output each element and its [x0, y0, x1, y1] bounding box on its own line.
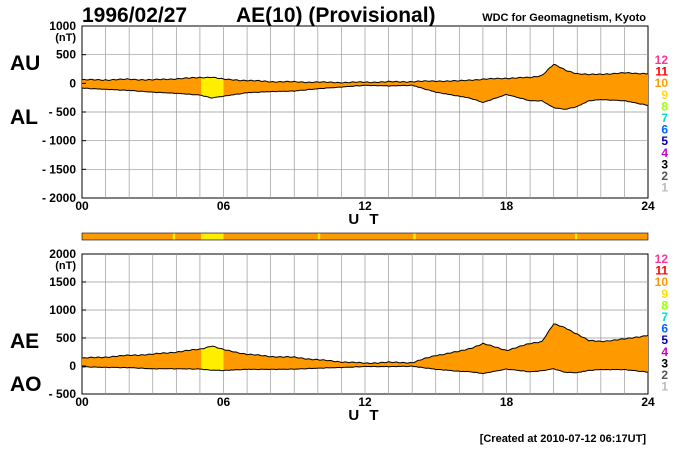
level-label-9: 9 — [661, 88, 668, 102]
ae-ao-label-ao: AO — [10, 373, 42, 396]
ae-ao-ao-line — [81, 365, 648, 375]
status-bar-highlight — [201, 233, 224, 240]
ae-ao-ytick-label: - 500 — [49, 387, 77, 401]
au-al-al-line — [81, 84, 649, 110]
level-label-11: 11 — [655, 65, 668, 79]
au-al-panel: 1000 500 0 - 500 - 1000 - 1500 - 2000 (nT) 00 06 1… — [10, 19, 655, 228]
level-label-4: 4 — [661, 146, 668, 160]
level-label-10: 10 — [655, 76, 669, 90]
level-label-10: 10 — [655, 275, 669, 289]
au-al-xtick-label: 18 — [500, 199, 514, 213]
au-al-ytick-label: - 500 — [49, 105, 77, 119]
level-label-1: 1 — [661, 380, 668, 394]
au-al-xlabel: U T — [348, 211, 381, 228]
au-al-ytick-label: 1000 — [49, 19, 76, 33]
au-al-xtick-label: 06 — [217, 199, 231, 213]
au-al-ytick-label: - 2000 — [42, 191, 76, 205]
au-al-xtick-label: 12 — [358, 199, 372, 213]
au-al-ytick-label: 0 — [69, 76, 76, 90]
au-al-area — [82, 64, 648, 110]
au-al-ytick-label: 500 — [56, 48, 76, 62]
chart-date: 1996/02/27 — [82, 4, 187, 27]
ae-ao-xlabel: U T — [348, 407, 381, 424]
data-source: WDC for Geomagnetism, Kyoto — [482, 12, 646, 24]
level-label-5: 5 — [661, 333, 668, 347]
level-label-7: 7 — [661, 111, 668, 125]
au-al-xtick-label: 00 — [75, 199, 89, 213]
station-status-bar — [81, 232, 649, 241]
status-bar-highlight — [172, 233, 176, 240]
ae-ao-ytick-label: 1500 — [49, 275, 76, 289]
au-al-label-au: AU — [10, 52, 40, 75]
ae-ao-xtick-label: 24 — [641, 395, 655, 409]
level-label-8: 8 — [661, 99, 668, 113]
level-label-5: 5 — [661, 134, 668, 148]
created-timestamp: [Created at 2010-07-12 06:17UT] — [480, 433, 647, 445]
level-label-6: 6 — [661, 322, 668, 336]
au-al-label-al: AL — [10, 106, 38, 129]
level-label-9: 9 — [661, 287, 668, 301]
ae-ao-ytick-label: 2000 — [49, 247, 76, 261]
status-bar-base — [81, 232, 649, 241]
status-bar-highlight — [413, 233, 416, 240]
ae-ao-xtick-label: 06 — [217, 395, 231, 409]
au-al-ytick-label: - 1000 — [42, 134, 76, 148]
ae-ao-xtick-label: 12 — [358, 395, 372, 409]
level-label-4: 4 — [661, 345, 668, 359]
level-label-6: 6 — [661, 123, 668, 137]
level-label-12: 12 — [655, 252, 669, 266]
au-al-ylabel: (nT) — [55, 32, 76, 44]
ae-ao-ytick-label: 0 — [69, 359, 76, 373]
ae-ao-xtick-label: 18 — [500, 395, 514, 409]
status-bar-highlight — [317, 233, 321, 240]
level-label-7: 7 — [661, 310, 668, 324]
ae-ao-panel: 2000 1500 1000 500 0 - 500 (nT) 00 06 12 18 24 U T AE… — [10, 247, 655, 424]
ae-ao-ytick-label: 1000 — [49, 303, 76, 317]
level-label-12: 12 — [655, 53, 669, 67]
level-label-3: 3 — [661, 157, 668, 171]
level-label-8: 8 — [661, 298, 668, 312]
level-label-1: 1 — [661, 181, 668, 195]
ae-ao-ytick-label: 500 — [56, 331, 76, 345]
au-al-xtick-label: 24 — [641, 199, 655, 213]
ae-ao-label-ae: AE — [10, 330, 39, 353]
level-label-3: 3 — [661, 356, 668, 370]
au-al-au-line — [81, 63, 649, 84]
level-label-2: 2 — [661, 169, 668, 183]
status-bar-highlight — [574, 233, 578, 240]
ae-ao-ylabel: (nT) — [55, 260, 76, 272]
level-label-11: 11 — [655, 264, 668, 278]
ae-ao-xtick-label: 00 — [75, 395, 89, 409]
level-label-2: 2 — [661, 368, 668, 382]
ae-ao-ae-line — [81, 323, 649, 365]
au-al-ytick-label: - 1500 — [42, 162, 76, 176]
chart-title: AE(10) (Provisional) — [236, 4, 436, 27]
